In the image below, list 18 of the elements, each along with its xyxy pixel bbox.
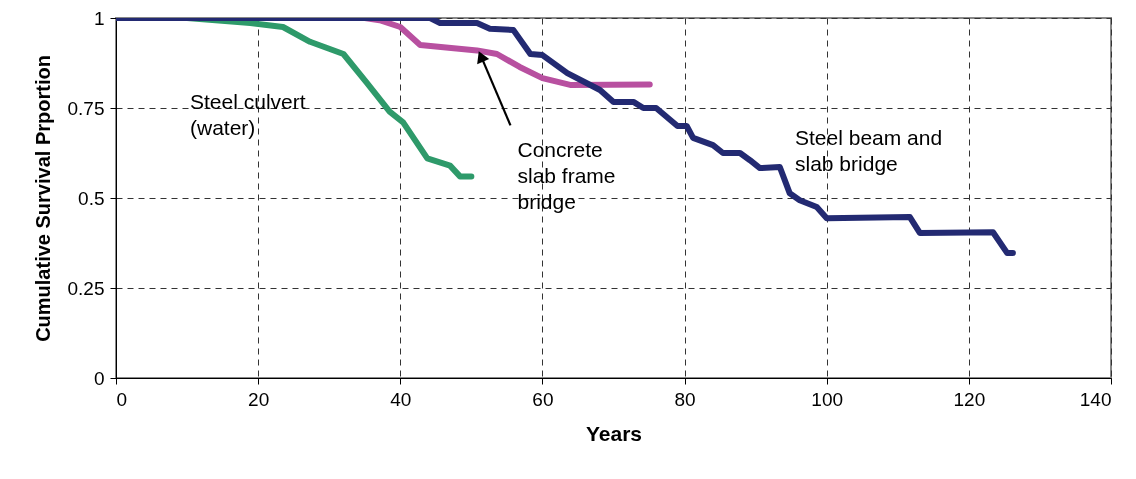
x-tick-label: 140 — [1079, 388, 1112, 410]
x-tick-label: 40 — [390, 388, 412, 410]
annotation: Steel beam and slab bridge — [795, 126, 943, 175]
y-tick-label: 0.25 — [67, 277, 105, 299]
x-axis-title: Years — [585, 421, 643, 445]
y-tick-label: 1 — [93, 7, 105, 29]
x-tick-label: 20 — [248, 388, 270, 410]
y-tick-label: 0.5 — [78, 187, 105, 209]
y-tick-label: 0.75 — [67, 97, 105, 119]
x-tick-label: 60 — [532, 388, 554, 410]
y-tick-label: 0 — [93, 367, 105, 389]
x-tick-label: 120 — [953, 388, 986, 410]
y-axis-title: Cumulative Survival Prportion — [31, 55, 54, 342]
annotation: Concrete slab frame bridge — [517, 138, 616, 214]
x-tick-label: 0 — [116, 388, 128, 410]
x-tick-label: 100 — [811, 388, 844, 410]
annotation: Steel culvert (water) — [190, 90, 306, 139]
x-tick-label: 80 — [674, 388, 696, 410]
